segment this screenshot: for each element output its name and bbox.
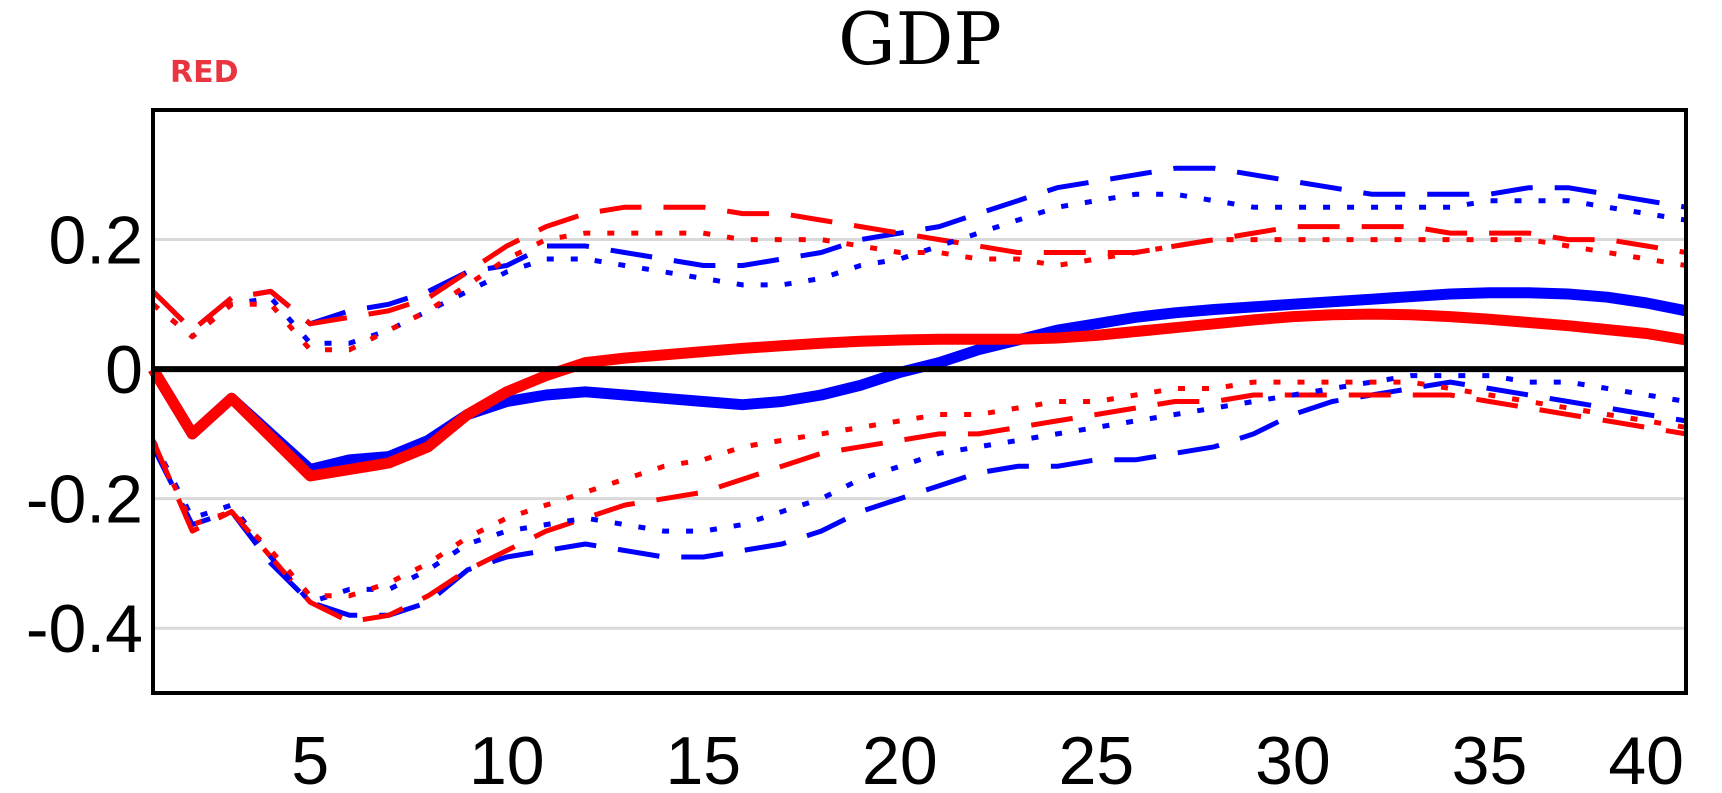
chart-title: GDP (838, 0, 1002, 81)
plot-frame (151, 108, 1688, 695)
grid-lines (153, 238, 1686, 630)
series-lines (148, 165, 1688, 625)
y-tick-label: 0.2 (48, 203, 143, 279)
corner-tag: RED (170, 55, 239, 90)
y-tick-labels: 0.2 0 -0.2 -0.4 (26, 203, 143, 668)
x-tick-label: 35 (1452, 723, 1528, 793)
y-tick-label: -0.4 (26, 591, 143, 667)
series-line-red-dotted (151, 230, 1687, 353)
x-tick-label: 30 (1255, 723, 1331, 793)
y-tick-label: -0.2 (26, 462, 143, 538)
series-line-blue-dashed (150, 379, 1687, 618)
y-tick-label: 0 (105, 332, 143, 408)
series-line-blue-dotted (150, 373, 1687, 605)
series-line-red-dashed (151, 204, 1687, 333)
series-line-red-solid-thick (148, 308, 1687, 482)
series-line-blue-dashed (151, 165, 1687, 333)
x-tick-label: 25 (1059, 723, 1135, 793)
x-tick-label: 15 (665, 723, 741, 793)
x-tick-labels: 5 10 15 20 25 30 35 40 (291, 723, 1684, 793)
series-line-red-dashed (150, 392, 1687, 625)
x-tick-label: 40 (1608, 723, 1684, 793)
x-tick-label: 20 (862, 723, 938, 793)
x-tick-label: 5 (291, 723, 329, 793)
x-tick-label: 10 (469, 723, 545, 793)
series-line-red-dotted (150, 379, 1687, 599)
